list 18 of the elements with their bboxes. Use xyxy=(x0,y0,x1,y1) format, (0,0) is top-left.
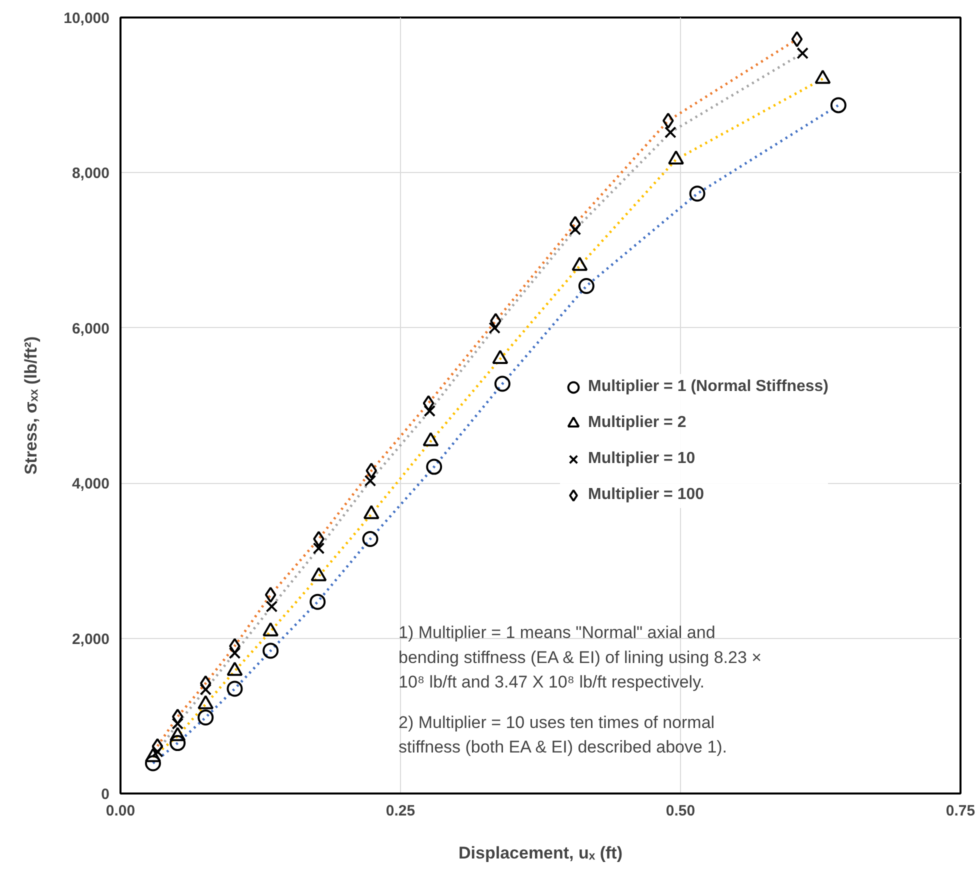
legend-label: Multiplier = 1 (Normal Stiffness) xyxy=(588,378,828,396)
y-tick-label: 4,000 xyxy=(72,476,110,493)
legend-label: Multiplier = 2 xyxy=(588,414,686,432)
annotation: 1) Multiplier = 1 means "Normal" axial and bending stiffness (EA & EI) of lining using 8.23 × 10⁸ lb/ft and 3.47 X 10⁸ lb/ft respectively. xyxy=(398,623,762,692)
y-tick-label: 0 xyxy=(101,786,110,803)
x-tick-label: 0.25 xyxy=(386,802,416,820)
x-tick-label: 0.00 xyxy=(106,802,136,820)
legend-label: Multiplier = 10 xyxy=(588,450,696,468)
y-tick-label: 8,000 xyxy=(72,165,110,182)
y-axis-title: Stress, σₓₓ (lb/ft²) xyxy=(22,336,41,475)
y-tick-label: 6,000 xyxy=(72,320,110,338)
legend-label: Multiplier = 100 xyxy=(588,486,704,504)
x-tick-label: 0.50 xyxy=(666,802,696,820)
x-axis-title: Displacement, uₓ (ft) xyxy=(458,844,622,862)
y-tick-label: 2,000 xyxy=(72,630,110,648)
y-tick-label: 10,000 xyxy=(64,10,110,27)
annotation: 2) Multiplier = 10 uses ten times of normal stiffness (both EA & EI) described above 1). xyxy=(398,712,728,756)
x-tick-label: 0.75 xyxy=(946,802,976,820)
